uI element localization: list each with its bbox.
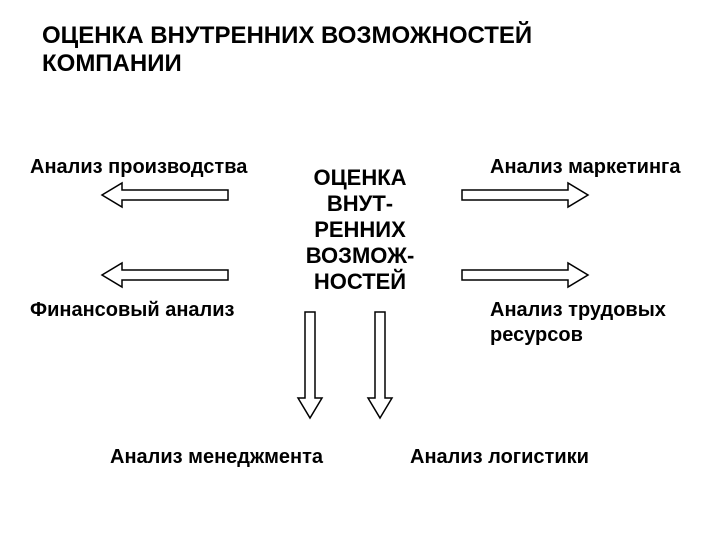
- label-bot-left: Анализ менеджмента: [110, 445, 323, 470]
- center-line-2: РЕННИХ: [314, 217, 406, 242]
- center-line-4: НОСТЕЙ: [314, 269, 406, 294]
- label-top-right: Анализ маркетинга: [490, 155, 681, 180]
- arrow-down-left: [296, 310, 324, 420]
- center-line-1: ВНУТ-: [327, 191, 393, 216]
- center-line-0: ОЦЕНКА: [313, 165, 406, 190]
- arrow-right-lower: [460, 261, 590, 289]
- center-line-3: ВОЗМОЖ-: [306, 243, 415, 268]
- arrow-left-lower: [100, 261, 230, 289]
- label-mid-left: Финансовый анализ: [30, 298, 234, 323]
- diagram-title: ОЦЕНКА ВНУТРЕННИХ ВОЗМОЖНОСТЕЙ КОМПАНИИ: [42, 22, 678, 78]
- center-node: ОЦЕНКА ВНУТ- РЕННИХ ВОЗМОЖ- НОСТЕЙ: [280, 165, 440, 295]
- arrow-right-upper: [460, 181, 590, 209]
- arrow-left-upper: [100, 181, 230, 209]
- label-bot-right: Анализ логистики: [410, 445, 589, 470]
- label-top-left: Анализ производства: [30, 155, 247, 180]
- label-mid-right: Анализ трудовых ресурсов: [490, 298, 690, 348]
- arrow-down-right: [366, 310, 394, 420]
